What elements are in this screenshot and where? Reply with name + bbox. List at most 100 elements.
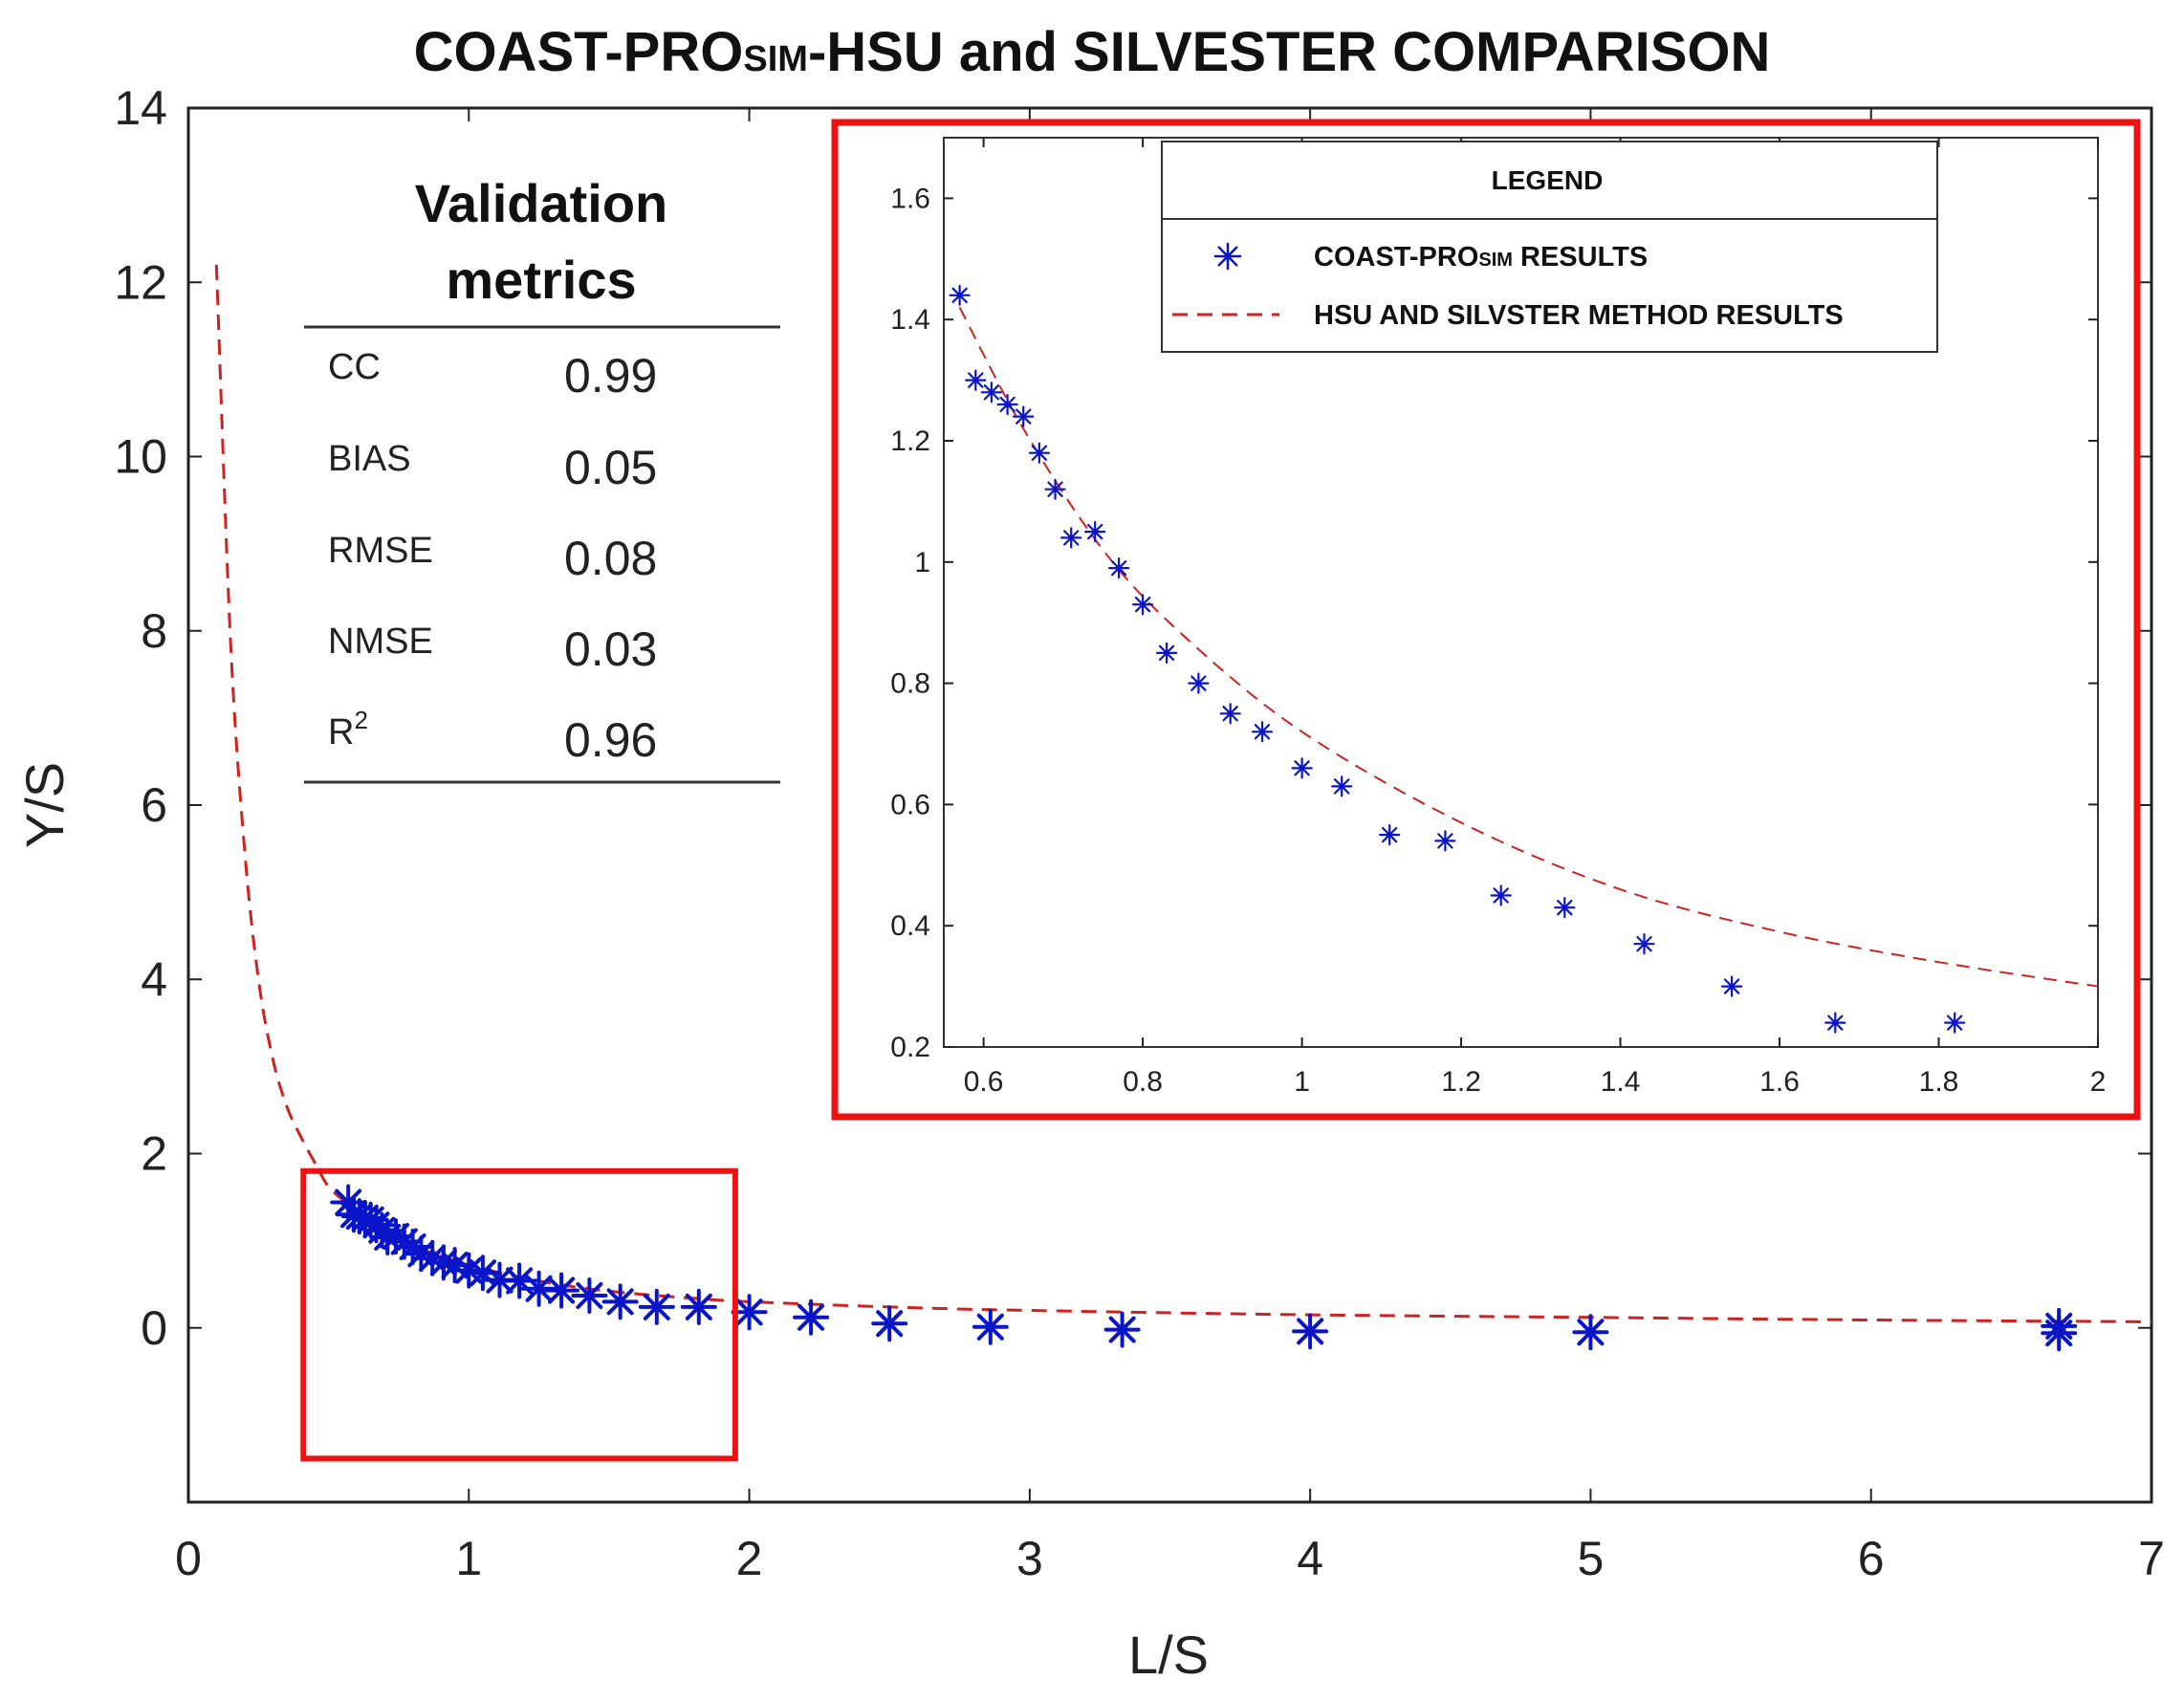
- legend-entry-hsu: HSU AND SILVSTER METHOD RESULTS: [1314, 300, 1844, 331]
- main-y-tick-label: 2: [141, 1127, 167, 1181]
- metric-name-bias: BIAS: [328, 439, 411, 479]
- main-y-tick-label: 14: [114, 81, 167, 135]
- legend-title: LEGEND: [1492, 165, 1604, 195]
- inset-curve-group: [958, 307, 2099, 988]
- inset-data-point: [1720, 975, 1743, 997]
- inset-data-point: [1155, 642, 1178, 665]
- inset-x-tick-label: 2: [2090, 1066, 2107, 1098]
- title-part-2: SIM: [743, 39, 808, 79]
- legend-entry-coast-part-3: RESULTS: [1513, 242, 1648, 273]
- inset-points-group: [949, 284, 1966, 1034]
- main-data-point: [1572, 1314, 1609, 1351]
- inset-data-point: [1028, 442, 1051, 464]
- metric-value-r2: 0.96: [564, 713, 657, 767]
- metric-name-r2: R2: [328, 706, 368, 752]
- main-data-point: [972, 1308, 1009, 1345]
- validation-metrics-table: Validation metrics CC 0.99 BIAS 0.05 RMS…: [304, 173, 780, 784]
- inset-y-tick-label: 0.8: [890, 668, 930, 700]
- title-part-3: -HSU and SILVESTER COMPARISON: [808, 21, 1770, 83]
- inset-x-tick-label: 0.6: [964, 1066, 1004, 1098]
- inset-x-tick-label: 1: [1294, 1066, 1310, 1098]
- main-data-point: [464, 1254, 501, 1292]
- main-points-group: [330, 1184, 2078, 1352]
- main-y-tick-label: 12: [114, 255, 167, 309]
- inset-data-point: [1251, 721, 1274, 743]
- y-axis-label: Y/S: [14, 762, 75, 848]
- main-data-point: [1103, 1311, 1141, 1348]
- main-y-tick-label: 4: [141, 952, 167, 1006]
- main-x-tick-label: 0: [175, 1532, 202, 1585]
- main-hsu-silvester-curve: [214, 264, 2152, 1323]
- inset-data-point: [1188, 672, 1210, 694]
- main-data-point: [543, 1272, 580, 1309]
- inset-data-point: [1084, 520, 1106, 543]
- inset-x-tick-label: 1.2: [1441, 1066, 1481, 1098]
- inset-y-ticks: 0.2 0.4 0.6 0.8 1 1.2 1.4 1.6: [890, 183, 2098, 1063]
- inset-y-tick-label: 1.2: [890, 425, 930, 457]
- metric-name-rmse: RMSE: [328, 531, 433, 571]
- main-data-point: [1292, 1313, 1329, 1350]
- zoom-highlight-box: [300, 1167, 738, 1462]
- inset-data-point: [1060, 527, 1082, 549]
- main-curve-group: [214, 264, 2152, 1323]
- main-x-tick-label: 5: [1578, 1532, 1605, 1585]
- inset-x-tick-label: 1.8: [1919, 1066, 1959, 1098]
- inset-data-point: [1044, 478, 1066, 500]
- main-x-ticks: 0 1 2 3 4 5 6 7: [175, 108, 2165, 1585]
- inset-data-point: [980, 382, 1003, 403]
- main-y-tick-label: 0: [141, 1301, 167, 1355]
- inset-data-point: [1490, 884, 1512, 906]
- metric-name-r2-sup: 2: [354, 706, 367, 734]
- main-y-tick-label: 10: [114, 430, 167, 484]
- main-data-point: [680, 1288, 717, 1325]
- inset-data-point: [1131, 594, 1154, 616]
- inset-x-tick-label: 1.6: [1759, 1066, 1800, 1098]
- inset-data-point: [1291, 757, 1313, 779]
- inset-data-point: [949, 284, 971, 306]
- metrics-heading-line2: metrics: [446, 250, 636, 310]
- inset-data-point: [1013, 405, 1035, 427]
- inset-y-tick-label: 1: [914, 547, 930, 578]
- metrics-heading-line1: Validation: [415, 173, 668, 233]
- inset-data-point: [996, 393, 1018, 416]
- main-data-point: [638, 1288, 675, 1325]
- main-data-point: [601, 1283, 639, 1320]
- main-data-point: [793, 1298, 830, 1336]
- inset-y-tick-label: 1.6: [890, 183, 930, 214]
- chart-title: COAST-PROSIM-HSU and SILVESTER COMPARISO…: [414, 21, 1771, 83]
- inset-x-tick-label: 1.4: [1601, 1066, 1641, 1098]
- legend-box: [1161, 141, 1938, 353]
- metric-value-cc: 0.99: [564, 349, 657, 403]
- main-x-tick-label: 6: [1858, 1532, 1885, 1585]
- inset-data-point: [1824, 1012, 1846, 1034]
- main-x-tick-label: 2: [736, 1532, 763, 1585]
- inset-data-point: [1633, 933, 1655, 955]
- inset-data-point: [1379, 823, 1401, 846]
- inset-data-point: [1434, 830, 1456, 852]
- metric-value-rmse: 0.08: [564, 532, 657, 585]
- metric-name-r: R: [328, 712, 354, 752]
- metric-name-cc: CC: [328, 347, 381, 387]
- inset-y-tick-label: 0.4: [890, 910, 930, 942]
- metric-value-nmse: 0.03: [564, 622, 657, 676]
- inset-data-point: [1219, 703, 1241, 725]
- metric-name-nmse: NMSE: [328, 622, 433, 662]
- main-data-point: [2041, 1307, 2078, 1344]
- title-part-1: COAST-PRO: [414, 21, 744, 83]
- inset-hsu-silvester-curve: [958, 307, 2099, 988]
- inset-y-tick-label: 1.4: [890, 304, 930, 336]
- main-y-tick-label: 6: [141, 778, 167, 832]
- inset-zoom-panel: 0.2 0.4 0.6 0.8 1 1.2 1.4 1.6 0.6 0.8 1 1.2 1.4 1.6 1…: [831, 119, 2141, 1121]
- legend-asterisk-icon: [1213, 242, 1242, 271]
- legend-entry-coast-part-1: COAST-PRO: [1314, 242, 1478, 273]
- legend-asterisk-marker: [1213, 242, 1242, 271]
- inset-y-tick-label: 0.2: [890, 1032, 930, 1063]
- main-x-tick-label: 3: [1016, 1532, 1043, 1585]
- main-data-point: [571, 1277, 608, 1314]
- inset-data-point: [1331, 775, 1353, 797]
- inset-data-point: [1944, 1012, 1966, 1034]
- legend-entry-coast: COAST-PROSIM RESULTS: [1314, 242, 1648, 273]
- main-data-point: [731, 1294, 768, 1331]
